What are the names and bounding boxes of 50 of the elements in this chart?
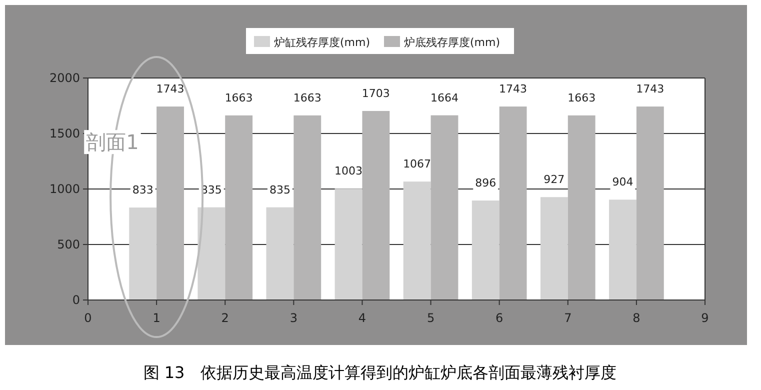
bar	[609, 200, 636, 300]
bar	[472, 200, 500, 300]
data-label: 927	[544, 173, 565, 186]
bar	[403, 182, 431, 300]
data-label: 1663	[224, 91, 253, 104]
bar	[362, 110, 390, 300]
data-label: 1743	[636, 82, 664, 96]
annotation: 剖面1	[86, 130, 139, 154]
bar	[225, 115, 253, 300]
data-label: 904	[612, 176, 634, 189]
x-tick-label: 6	[496, 311, 504, 325]
x-tick-label: 5	[426, 311, 435, 325]
y-tick-label: 1000	[49, 182, 80, 196]
caption: 图 13 依据历史最高温度计算得到的炉缸炉底各剖面最薄残衬厚度	[143, 363, 617, 382]
x-tick-label: 3	[290, 311, 298, 325]
data-label: 1067	[403, 158, 432, 171]
legend-label: 炉缸残存厚度(mm)	[274, 36, 370, 49]
y-tick-label: 1500	[49, 126, 80, 140]
data-label: 1663	[568, 91, 596, 104]
data-label: 1663	[293, 91, 322, 104]
data-label: 833	[132, 184, 154, 197]
bar	[334, 188, 362, 300]
bar	[568, 115, 596, 300]
bar	[430, 115, 458, 300]
bar	[129, 208, 157, 300]
bar	[499, 106, 527, 300]
x-tick-label: 0	[84, 311, 92, 325]
data-label: 896	[475, 176, 496, 190]
data-label: 835	[269, 183, 290, 196]
data-label: 1743	[156, 82, 184, 96]
x-tick-label: 7	[564, 311, 572, 325]
y-tick-label: 0	[72, 293, 80, 307]
x-tick-label: 2	[221, 311, 229, 325]
bar	[540, 197, 568, 300]
bar	[636, 106, 664, 300]
bar	[198, 207, 226, 300]
y-tick-label: 2000	[49, 71, 80, 85]
x-tick-label: 8	[632, 311, 640, 325]
data-label: 1664	[430, 91, 458, 104]
bar	[266, 207, 294, 300]
y-tick-label: 500	[57, 238, 80, 252]
legend-label: 炉底残存厚度(mm)	[404, 36, 500, 49]
data-label: 1703	[362, 86, 390, 100]
x-tick-label: 4	[358, 311, 366, 325]
bar	[156, 106, 184, 300]
x-tick-label: 9	[701, 311, 709, 325]
data-label: 1003	[334, 164, 363, 178]
bar	[294, 115, 322, 300]
data-label: 1743	[499, 82, 528, 96]
x-tick-label: 1	[152, 311, 160, 325]
